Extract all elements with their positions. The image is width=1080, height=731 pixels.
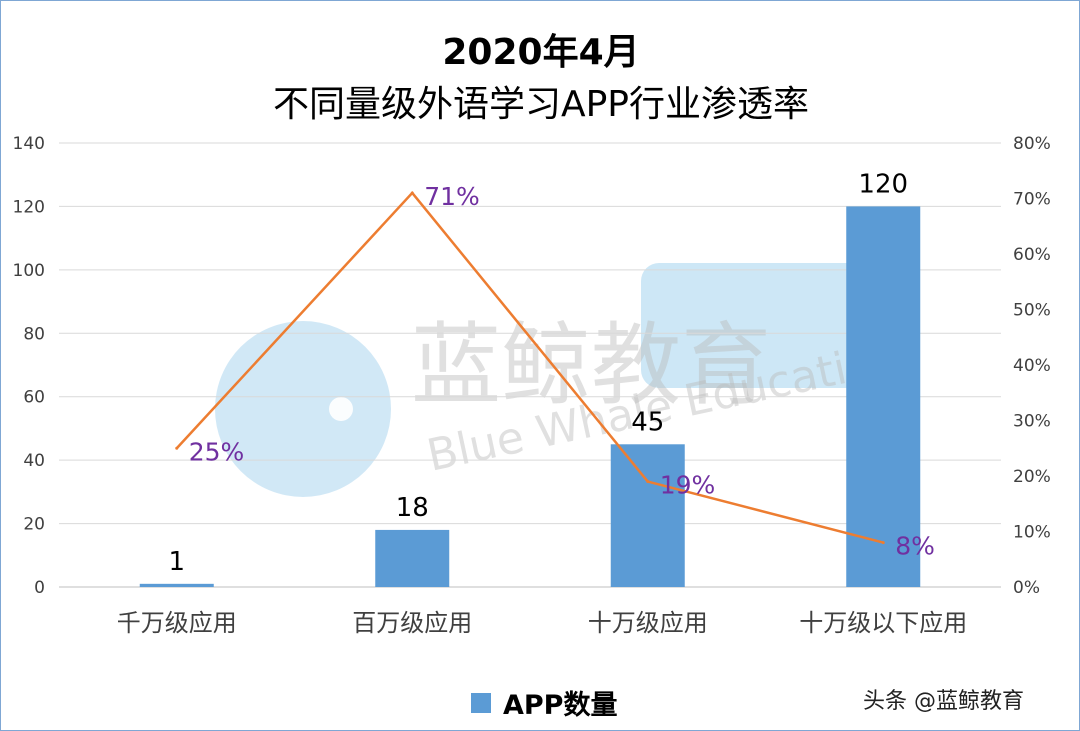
line-data-label: 25% xyxy=(189,437,245,466)
watermark-badge xyxy=(641,263,886,388)
legend: APP数量 xyxy=(471,683,617,722)
bar xyxy=(846,206,921,587)
y-right-tick-label: 70% xyxy=(1013,190,1051,210)
bar xyxy=(610,444,685,587)
bar-data-label: 1 xyxy=(168,547,185,577)
chart-subtitle: 不同量级外语学习APP行业渗透率 xyxy=(272,84,810,125)
watermark-text-cn: 蓝鲸教育 xyxy=(411,313,771,418)
watermark-whale-eye xyxy=(329,397,353,421)
bar-data-label: 18 xyxy=(396,493,429,523)
y-right-tick-label: 10% xyxy=(1013,523,1051,543)
line-point xyxy=(646,480,650,484)
line-data-label: 19% xyxy=(660,471,716,500)
y-right-tick-label: 0% xyxy=(1013,578,1040,598)
y-right-tick-label: 40% xyxy=(1013,356,1051,376)
y-right-tick-label: 30% xyxy=(1013,412,1051,432)
y-left-tick-label: 120 xyxy=(13,197,45,217)
y-right-tick-label: 80% xyxy=(1013,134,1051,154)
y-right-tick-label: 60% xyxy=(1013,245,1051,265)
x-tick-label: 百万级应用 xyxy=(352,609,472,637)
legend-swatch-app-count xyxy=(471,692,491,713)
legend-label-app-count: APP数量 xyxy=(503,690,618,721)
line-point xyxy=(175,446,179,450)
y-left-tick-label: 140 xyxy=(13,134,45,154)
y-left-tick-label: 60 xyxy=(23,388,45,408)
watermark-whale-logo xyxy=(215,321,391,497)
line-point xyxy=(410,191,414,195)
y-left-tick-label: 0 xyxy=(34,578,45,598)
source-credit: 头条 @蓝鲸教育 xyxy=(863,689,1024,714)
y-left-tick-label: 100 xyxy=(13,261,45,281)
line-series xyxy=(175,191,884,544)
y-left-tick-label: 20 xyxy=(23,515,45,535)
bar xyxy=(375,529,450,587)
bar xyxy=(139,583,214,587)
bar-data-label: 120 xyxy=(858,169,908,199)
y-left-tick-label: 80 xyxy=(23,324,45,344)
x-tick-label: 十万级以下应用 xyxy=(799,609,967,637)
x-tick-label: 千万级应用 xyxy=(117,609,237,637)
y-left-tick-label: 40 xyxy=(23,451,45,471)
y-right-tick-label: 50% xyxy=(1013,301,1051,321)
y-right-tick-label: 20% xyxy=(1013,467,1051,487)
line-data-label: 8% xyxy=(895,532,935,561)
line-point xyxy=(881,541,885,545)
bar-data-label: 45 xyxy=(631,407,664,437)
line-data-label: 71% xyxy=(424,182,480,211)
x-tick-label: 十万级应用 xyxy=(588,609,708,637)
chart-title: 2020年4月 xyxy=(442,32,640,73)
